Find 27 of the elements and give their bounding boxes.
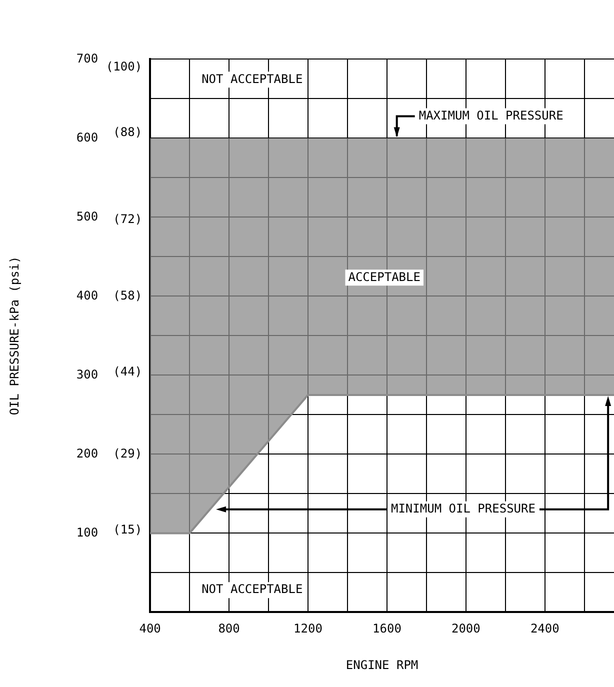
x-tick-label: 400 <box>139 622 161 636</box>
annotation: MAXIMUM OIL PRESSURE <box>418 108 564 122</box>
y-tick-label: 400 <box>76 288 98 302</box>
y2-tick-label: (44) <box>113 364 142 379</box>
y2-tick-label: (15) <box>113 522 142 537</box>
annotation: NOT ACCEPTABLE <box>202 582 303 596</box>
x-tick-label: 1600 <box>372 622 402 636</box>
y-axis-title: OIL PRESSURE-kPa (psi) <box>7 256 22 416</box>
annotation: NOT ACCEPTABLE <box>202 72 303 86</box>
x-tick-label: 1200 <box>294 622 322 636</box>
y2-tick-label: (29) <box>113 446 142 460</box>
y2-tick-label: (58) <box>113 288 142 302</box>
y-tick-label: 700 <box>76 51 98 66</box>
x-axis-title: ENGINE RPM <box>346 658 418 672</box>
y2-tick-label: (88) <box>113 124 142 139</box>
y-tick-label: 200 <box>76 446 98 460</box>
y2-tick-label: (100) <box>106 59 142 74</box>
y-tick-label: 500 <box>76 209 98 224</box>
y-tick-label: 600 <box>76 130 98 144</box>
annotation: MINIMUM OIL PRESSURE <box>390 501 536 516</box>
y2-tick-label: (72) <box>113 212 142 226</box>
y-tick-label: 100 <box>76 525 98 540</box>
annotation: ACCEPTABLE <box>348 270 420 284</box>
x-tick-label: 800 <box>218 622 240 636</box>
x-tick-label: 2400 <box>530 622 560 636</box>
x-tick-label: 2000 <box>451 622 480 636</box>
y-tick-label: 300 <box>76 367 98 382</box>
